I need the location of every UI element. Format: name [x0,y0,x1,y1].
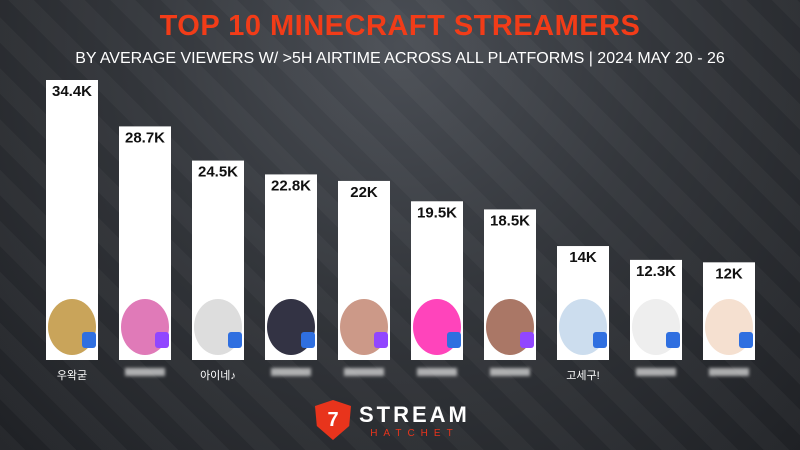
streamer-name [110,367,180,379]
soop-icon [301,332,315,348]
data-label: 28.7K [125,129,165,146]
data-label: 22K [350,184,378,201]
data-label: 18.5K [490,212,530,229]
streamer-name: 아이네♪ [200,370,236,382]
soop-icon [228,332,242,348]
logo-text: STREAM [359,401,470,427]
data-label: 24.5K [198,164,238,181]
logo-subtext: HATCHET [370,427,459,439]
chart-title: TOP 10 MINECRAFT STREAMERS [159,10,641,42]
streamer-name [402,367,472,379]
streamer-name: 우왁굳 [56,370,88,382]
twitch-icon [155,332,169,348]
streamer-name [475,367,545,379]
logo-shield-icon: 7 [315,400,351,440]
twitch-icon [520,332,534,348]
soop-icon [593,332,607,348]
twitch-icon [374,332,388,348]
streamer-name [694,367,764,379]
data-label: 12.3K [636,263,676,280]
data-label: 22.8K [271,177,311,194]
data-label: 14K [569,249,597,266]
streamer-name [329,367,399,379]
soop-icon [666,332,680,348]
chart-subtitle: BY AVERAGE VIEWERS W/ >5H AIRTIME ACROSS… [75,50,725,67]
soop-icon [447,332,461,348]
soop-icon [82,332,96,348]
streamer-name [621,367,691,379]
soop-icon [739,332,753,348]
streamer-name [256,367,326,379]
data-label: 34.4K [52,83,92,100]
data-label: 12K [715,265,743,282]
streamer-name: 고세구! [566,370,600,382]
data-label: 19.5K [417,204,457,221]
stream-hatchet-logo: 7 STREAM HATCHET [315,400,470,440]
